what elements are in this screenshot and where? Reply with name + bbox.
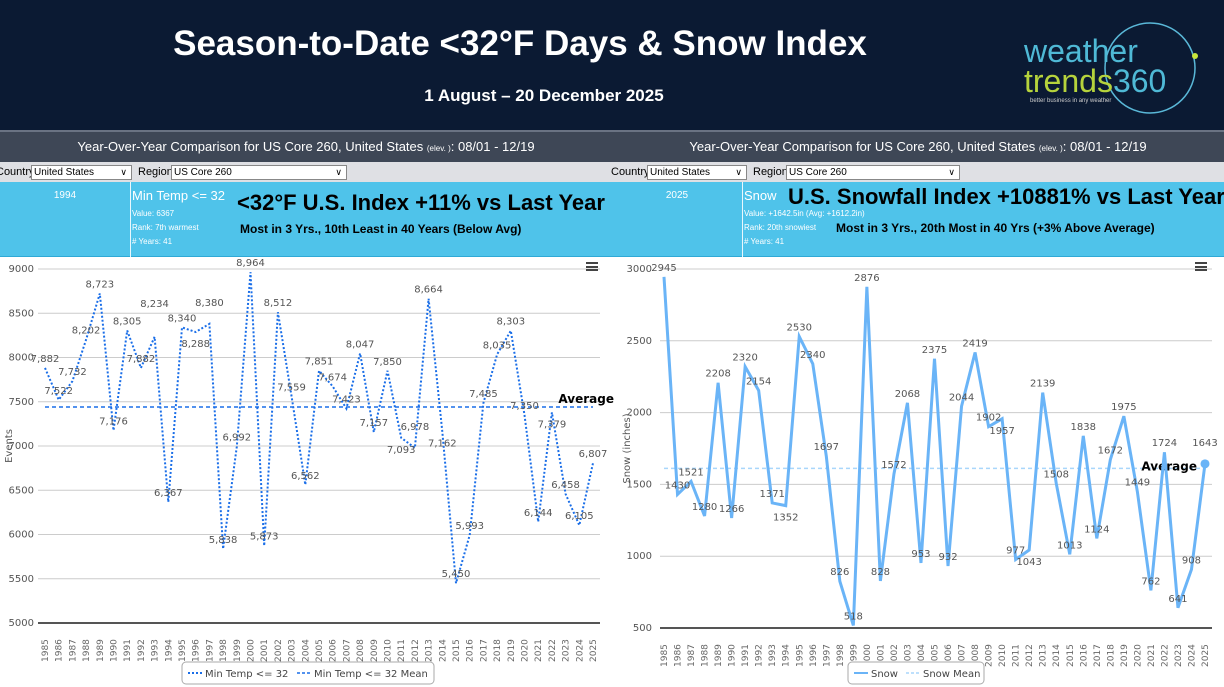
svg-text:better business in any weather: better business in any weather bbox=[1030, 98, 1111, 104]
metric-value: Value: 6367 bbox=[132, 209, 175, 218]
metric-years: # Years: 41 bbox=[132, 237, 173, 246]
elev-text: (elev. ) bbox=[426, 144, 451, 153]
year-label: 2025 bbox=[665, 190, 689, 201]
headline: <32°F U.S. Index +11% vs Last Year bbox=[237, 190, 605, 215]
subheadline: Most in 3 Yrs., 20th Most in 40 Yrs (+3%… bbox=[836, 221, 1155, 235]
chevron-down-icon: ∨ bbox=[120, 167, 127, 177]
region-select[interactable]: US Core 260 ∨ bbox=[171, 165, 347, 180]
headline: U.S. Snowfall Index +10881% vs Last Year bbox=[788, 184, 1224, 209]
region-label: Region: bbox=[753, 166, 791, 178]
divider bbox=[130, 182, 131, 257]
left-summary-panel: 1994 Min Temp <= 32 Value: 6367 Rank: 7t… bbox=[0, 182, 612, 257]
date-range: : 08/01 - 12/19 bbox=[450, 139, 535, 154]
page-title: Season-to-Date <32°F Days & Snow Index bbox=[173, 24, 867, 63]
country-value: United States bbox=[34, 167, 95, 178]
left-filter-row: Country: United States ∨ Region: US Core … bbox=[0, 162, 612, 182]
region-value: US Core 260 bbox=[789, 167, 847, 178]
metric-rank: Rank: 20th snowiest bbox=[744, 223, 817, 232]
country-label: Country: bbox=[0, 166, 38, 178]
country-select[interactable]: United States ∨ bbox=[647, 165, 747, 180]
right-summary-panel: 2025 Snow Value: +1642.5in (Avg: +1612.2… bbox=[612, 182, 1224, 257]
svg-text:trends360: trends360 bbox=[1024, 63, 1166, 99]
country-label: Country: bbox=[611, 166, 653, 178]
metric-rank: Rank: 7th warmest bbox=[132, 223, 199, 232]
metric-name: Snow bbox=[744, 188, 777, 203]
region-label: Region: bbox=[138, 166, 176, 178]
right-panel: Year-Over-Year Comparison for US Core 26… bbox=[611, 130, 1224, 687]
page-subtitle: 1 August – 20 December 2025 bbox=[424, 86, 664, 105]
region-select[interactable]: US Core 260 ∨ bbox=[786, 165, 960, 180]
chevron-down-icon: ∨ bbox=[335, 167, 342, 177]
metric-years: # Years: 41 bbox=[744, 237, 785, 246]
chevron-down-icon: ∨ bbox=[735, 167, 742, 177]
metric-value: Value: +1642.5in (Avg: +1612.2in) bbox=[744, 209, 865, 218]
weathertrends360-logo: weather trends360 better business in any… bbox=[1023, 22, 1198, 114]
left-comparison-title: Year-Over-Year Comparison for US Core 26… bbox=[0, 130, 612, 162]
date-range: : 08/01 - 12/19 bbox=[1062, 139, 1147, 154]
country-value: United States bbox=[650, 167, 711, 178]
divider bbox=[742, 182, 743, 257]
elev-text: (elev. ) bbox=[1038, 144, 1063, 153]
header-banner: Season-to-Date <32°F Days & Snow Index 1… bbox=[0, 0, 1224, 130]
country-select[interactable]: United States ∨ bbox=[31, 165, 132, 180]
year-label: 1994 bbox=[53, 190, 77, 201]
title-text: Year-Over-Year Comparison for US Core 26… bbox=[77, 139, 424, 154]
right-filter-row: Country: United States ∨ Region: US Core … bbox=[611, 162, 1224, 182]
subheadline: Most in 3 Yrs., 10th Least in 40 Years (… bbox=[240, 222, 522, 236]
svg-text:weather: weather bbox=[1023, 33, 1138, 69]
title-text: Year-Over-Year Comparison for US Core 26… bbox=[689, 139, 1036, 154]
left-panel: Year-Over-Year Comparison for US Core 26… bbox=[0, 130, 612, 687]
metric-name: Min Temp <= 32 bbox=[132, 188, 225, 203]
region-value: US Core 260 bbox=[174, 167, 232, 178]
chevron-down-icon: ∨ bbox=[948, 167, 955, 177]
right-comparison-title: Year-Over-Year Comparison for US Core 26… bbox=[612, 130, 1224, 162]
chart-menu-icon[interactable] bbox=[1195, 262, 1207, 271]
chart-menu-icon[interactable] bbox=[586, 262, 598, 271]
